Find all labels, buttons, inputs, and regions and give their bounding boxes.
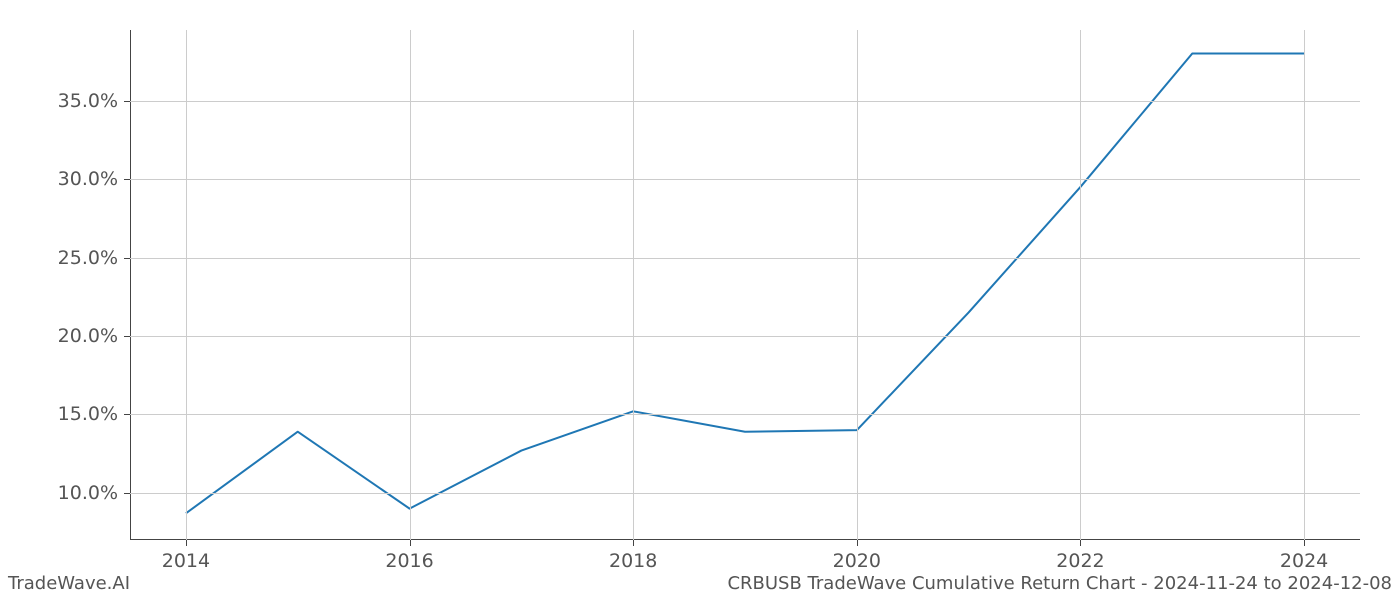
- y-tick-label: 20.0%: [58, 325, 118, 347]
- x-tick-mark: [1304, 540, 1305, 546]
- grid-line-vertical: [633, 30, 634, 540]
- x-tick-mark: [857, 540, 858, 546]
- grid-line-vertical: [1304, 30, 1305, 540]
- grid-line-vertical: [1080, 30, 1081, 540]
- x-tick-label: 2016: [385, 550, 433, 572]
- x-tick-label: 2022: [1056, 550, 1104, 572]
- y-tick-mark: [124, 258, 130, 259]
- x-tick-mark: [410, 540, 411, 546]
- x-axis-spine: [130, 539, 1360, 540]
- cumulative-return-line: [186, 54, 1304, 514]
- y-tick-label: 30.0%: [58, 168, 118, 190]
- footer-right-label: CRBUSB TradeWave Cumulative Return Chart…: [727, 573, 1392, 594]
- y-tick-mark: [124, 101, 130, 102]
- y-tick-mark: [124, 493, 130, 494]
- x-tick-mark: [1080, 540, 1081, 546]
- grid-line-vertical: [410, 30, 411, 540]
- y-tick-label: 35.0%: [58, 90, 118, 112]
- grid-line-horizontal: [130, 101, 1360, 102]
- y-tick-label: 25.0%: [58, 247, 118, 269]
- plot-area: 201420162018202020222024: [130, 30, 1360, 540]
- x-tick-label: 2020: [833, 550, 881, 572]
- x-tick-label: 2018: [609, 550, 657, 572]
- y-tick-mark: [124, 336, 130, 337]
- grid-line-horizontal: [130, 336, 1360, 337]
- x-tick-mark: [186, 540, 187, 546]
- grid-line-horizontal: [130, 493, 1360, 494]
- y-tick-mark: [124, 414, 130, 415]
- grid-line-vertical: [186, 30, 187, 540]
- y-tick-mark: [124, 179, 130, 180]
- line-series-svg: [130, 30, 1360, 540]
- y-axis-spine: [130, 30, 131, 540]
- x-tick-mark: [633, 540, 634, 546]
- grid-line-horizontal: [130, 414, 1360, 415]
- y-tick-label: 10.0%: [58, 482, 118, 504]
- x-tick-label: 2024: [1280, 550, 1328, 572]
- y-tick-label: 15.0%: [58, 403, 118, 425]
- chart-container: 201420162018202020222024 TradeWave.AI CR…: [0, 0, 1400, 600]
- grid-line-vertical: [857, 30, 858, 540]
- grid-line-horizontal: [130, 258, 1360, 259]
- footer-left-label: TradeWave.AI: [8, 573, 130, 594]
- x-tick-label: 2014: [162, 550, 210, 572]
- grid-line-horizontal: [130, 179, 1360, 180]
